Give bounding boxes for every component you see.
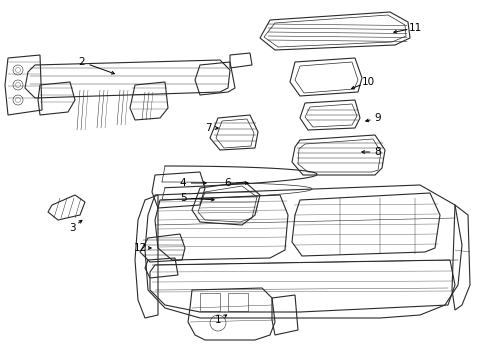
Bar (228, 293, 248, 311)
Text: 4: 4 (180, 178, 186, 188)
Text: 10: 10 (362, 77, 374, 87)
Text: 6: 6 (225, 178, 231, 188)
Bar (200, 293, 220, 311)
Text: 7: 7 (205, 123, 211, 133)
Text: 5: 5 (180, 193, 186, 203)
Text: 1: 1 (215, 315, 221, 325)
Text: 8: 8 (375, 147, 381, 157)
Text: 12: 12 (133, 243, 147, 253)
Text: 3: 3 (69, 223, 75, 233)
Text: 2: 2 (79, 57, 85, 67)
Text: 11: 11 (408, 23, 421, 33)
Text: 9: 9 (375, 113, 381, 123)
